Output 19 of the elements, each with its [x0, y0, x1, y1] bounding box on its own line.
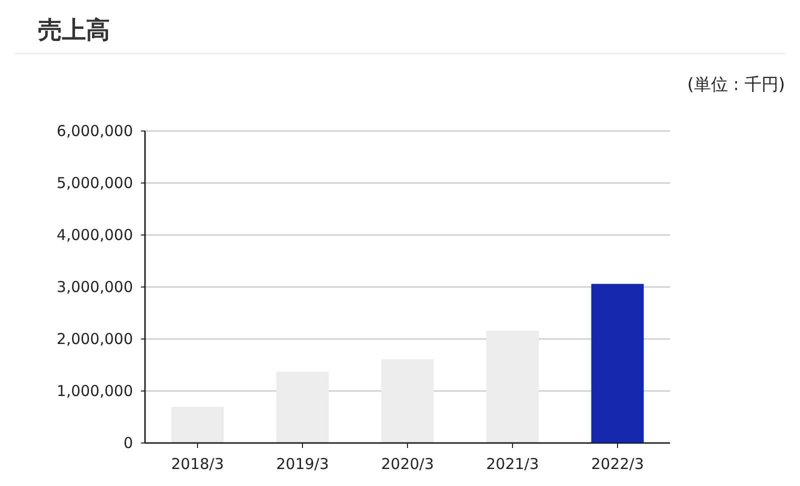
text: (単位 : 千円): [687, 75, 785, 95]
x-tick-label: 2021/3: [486, 455, 539, 473]
chart-title: 売上高: [38, 16, 110, 44]
y-tick-label: 2,000,000: [56, 330, 133, 348]
y-tick-label: 5,000,000: [56, 174, 133, 192]
bar: [171, 406, 224, 443]
y-tick-label: 1,000,000: [56, 382, 133, 400]
y-tick-label: 3,000,000: [56, 278, 133, 296]
y-tick-label: 0: [123, 434, 133, 452]
bar: [591, 284, 644, 443]
x-tick-label: 2022/3: [591, 455, 644, 473]
x-tick-label: 2018/3: [171, 455, 224, 473]
bar: [276, 372, 329, 443]
y-tick-label: 6,000,000: [56, 122, 133, 140]
bar: [381, 359, 434, 443]
y-tick-label: 4,000,000: [56, 226, 133, 244]
bar: [486, 330, 539, 443]
x-tick-label: 2019/3: [276, 455, 329, 473]
x-tick-label: 2020/3: [381, 455, 434, 473]
